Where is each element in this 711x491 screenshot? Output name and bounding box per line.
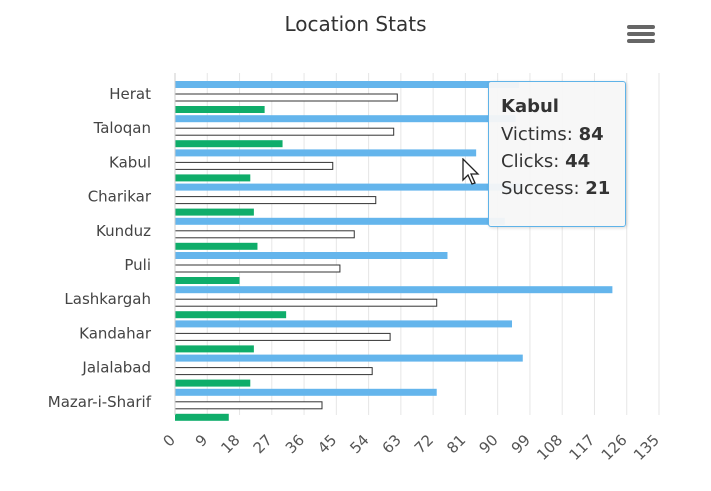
bar-success [175,106,265,113]
bar-success [175,140,283,148]
bar-clicks [174,298,438,307]
tooltip-title: Kabul [501,96,559,117]
bar-clicks [174,93,398,102]
category-label: Kunduz [96,222,151,240]
category-label: Kabul [109,153,151,171]
bar-success [175,413,229,421]
bar-victims [175,217,505,225]
bar-clicks [174,367,373,376]
x-tick-label: 108 [533,431,566,464]
category-label: Taloqan [93,119,151,137]
bar-victims [175,115,516,123]
bar-success [175,379,251,387]
x-tick-label: 27 [250,431,276,457]
bar-victims [175,354,523,362]
category-label: Lashkargah [64,290,151,308]
tooltip-row-victims: Victims: 84 [501,124,604,145]
x-tick-label: 126 [598,431,631,464]
x-tick-label: 81 [443,431,469,457]
bar-clicks [174,161,334,170]
bar-victims [175,286,613,294]
bar-victims [175,388,437,396]
category-label: Herat [109,85,151,103]
category-label: Mazar-i-Sharif [48,393,152,411]
bar-success [175,208,254,216]
x-tick-label: 18 [217,431,243,457]
x-tick-label: 72 [411,431,437,457]
bar-success [175,242,258,250]
bar-success [175,277,240,284]
bar-victims [175,81,520,88]
bar-success [175,345,254,353]
bar-victims [175,183,523,191]
x-tick-label: 36 [282,431,308,457]
tooltip-row-success: Success: 21 [501,178,611,199]
category-label: Charikar [88,188,152,206]
bar-clicks [174,332,391,341]
bar-victims [175,320,513,328]
category-label: Puli [124,256,151,274]
category-label: Kandahar [79,324,152,342]
x-tick-label: 63 [379,431,405,457]
bar-clicks [174,230,355,239]
bar-victims [175,252,448,259]
bar-success [175,311,287,319]
x-tick-label: 54 [346,431,372,457]
bar-clicks [174,264,341,273]
bar-clicks [174,127,395,136]
chart-title: Location Stats [284,12,427,36]
hamburger-menu-icon[interactable] [624,22,658,52]
x-tick-label: 117 [565,431,598,464]
category-label: Jalalabad [81,359,151,377]
x-tick-label: 9 [192,431,211,450]
bar-clicks [174,401,323,410]
x-tick-label: 99 [508,431,534,457]
tooltip: Kabul Victims: 84 Clicks: 44 Success: 21 [488,81,626,227]
mouse-pointer-icon [462,158,480,185]
bar-clicks [174,196,377,205]
x-tick-label: 0 [160,431,179,450]
bar-success [175,174,251,182]
x-tick-label: 90 [475,431,501,457]
tooltip-row-clicks: Clicks: 44 [501,151,591,172]
bar-victims [175,149,477,157]
x-tick-label: 45 [314,431,340,457]
x-tick-label: 135 [630,431,663,464]
